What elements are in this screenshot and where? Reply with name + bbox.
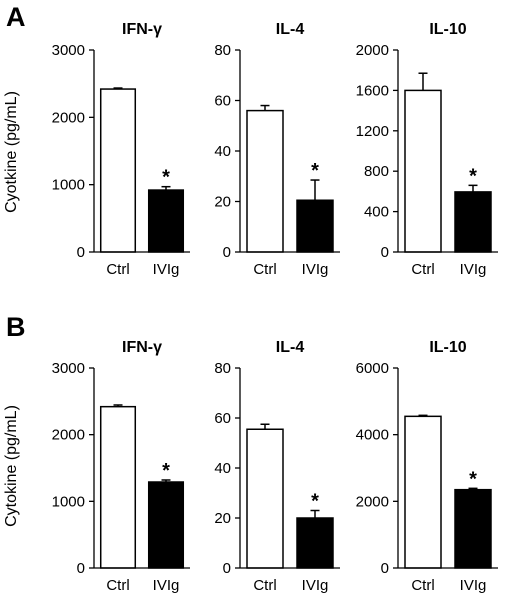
y-tick-label: 4000 [356, 427, 389, 444]
significance-marker: * [469, 165, 477, 187]
x-tick-label: IVIg [460, 577, 487, 594]
y-tick-label: 1000 [52, 177, 85, 194]
significance-marker: * [311, 160, 319, 182]
y-tick-label: 0 [381, 244, 389, 261]
y-tick-label: 3000 [52, 360, 85, 377]
bar-ctrl [246, 428, 284, 569]
chart-title: IL-4 [276, 21, 305, 38]
bar-ivig [147, 189, 185, 253]
y-tick-label: 1000 [52, 493, 85, 510]
y-axis-label: Cytokine (pg/mL) [3, 405, 20, 527]
x-tick-label: Ctrl [253, 577, 276, 594]
y-tick-label: 0 [223, 244, 231, 261]
bar-ivig [454, 488, 492, 569]
x-tick-label: Ctrl [106, 577, 129, 594]
bar-ivig [454, 191, 492, 253]
x-tick-label: Ctrl [411, 577, 434, 594]
x-tick-label: Ctrl [253, 261, 276, 278]
chart-il4-a: IL-4 0 20 40 60 80 Ctrl * IVIg [214, 21, 340, 278]
y-tick-label: 40 [214, 460, 231, 477]
y-tick-label: 0 [223, 560, 231, 577]
y-tick-label: 20 [214, 194, 231, 211]
chart-ifn-gamma-a: IFN-γ 0 1000 2000 3000 Ctrl * IVIg [52, 21, 190, 278]
chart-il4-b: IL-4 0 20 40 60 80 Ctrl * IVIg [214, 339, 340, 594]
chart-il10-b: IL-10 0 2000 4000 6000 Ctrl * IVIg [356, 339, 498, 594]
y-tick-label: 0 [381, 560, 389, 577]
bar-ctrl [246, 109, 284, 253]
y-tick-label: 0 [77, 244, 85, 261]
y-tick-label: 6000 [356, 360, 389, 377]
y-tick-label: 2000 [356, 493, 389, 510]
y-tick-label: 2000 [356, 42, 389, 59]
bar-ivig [296, 199, 334, 253]
panel-a: A Cyotkine (pg/mL) IFN-γ0100020003000Ctr… [3, 2, 498, 278]
y-tick-label: 1600 [356, 82, 389, 99]
y-tick-label: 60 [214, 93, 231, 110]
chart-title: IL-4 [276, 339, 305, 356]
x-tick-label: IVIg [460, 261, 487, 278]
bar-ctrl [404, 415, 442, 569]
y-tick-label: 40 [214, 143, 231, 160]
chart-il10-a: IL-10 0 400 800 1200 1600 2000 Ctrl * IVIg [356, 21, 498, 278]
y-tick-label: 80 [214, 360, 231, 377]
y-tick-label: 2000 [52, 109, 85, 126]
x-tick-label: IVIg [153, 261, 180, 278]
x-tick-label: IVIg [153, 577, 180, 594]
y-tick-label: 0 [77, 560, 85, 577]
chart-title: IL-10 [429, 339, 466, 356]
bar-ctrl [99, 88, 137, 253]
panel-b: B Cytokine (pg/mL) IFN-γ0100020003000Ctr… [3, 312, 498, 594]
y-tick-label: 60 [214, 410, 231, 427]
panel-letter: A [6, 2, 26, 32]
bar-ctrl [99, 405, 137, 569]
panel-letter: B [6, 312, 26, 342]
bar-ctrl [404, 89, 442, 253]
significance-marker: * [469, 468, 477, 490]
significance-marker: * [311, 491, 319, 513]
chart-title: IFN-γ [122, 339, 162, 356]
x-tick-label: IVIg [302, 261, 329, 278]
chart-title: IFN-γ [122, 21, 162, 38]
chart-ifn-gamma-b: IFN-γ 0 1000 2000 3000 Ctrl * IVIg [52, 339, 190, 594]
significance-marker: * [162, 460, 170, 482]
y-tick-label: 3000 [52, 42, 85, 59]
y-tick-label: 800 [364, 163, 389, 180]
bar-ivig [147, 481, 185, 569]
y-tick-label: 20 [214, 510, 231, 527]
y-tick-label: 2000 [52, 427, 85, 444]
x-tick-label: Ctrl [106, 261, 129, 278]
significance-marker: * [162, 167, 170, 189]
x-tick-label: IVIg [302, 577, 329, 594]
x-tick-label: Ctrl [411, 261, 434, 278]
bar-ivig [296, 517, 334, 569]
y-axis-label: Cyotkine (pg/mL) [3, 91, 20, 213]
y-tick-label: 1200 [356, 123, 389, 140]
y-tick-label: 400 [364, 204, 389, 221]
y-tick-label: 80 [214, 42, 231, 59]
chart-title: IL-10 [429, 21, 466, 38]
